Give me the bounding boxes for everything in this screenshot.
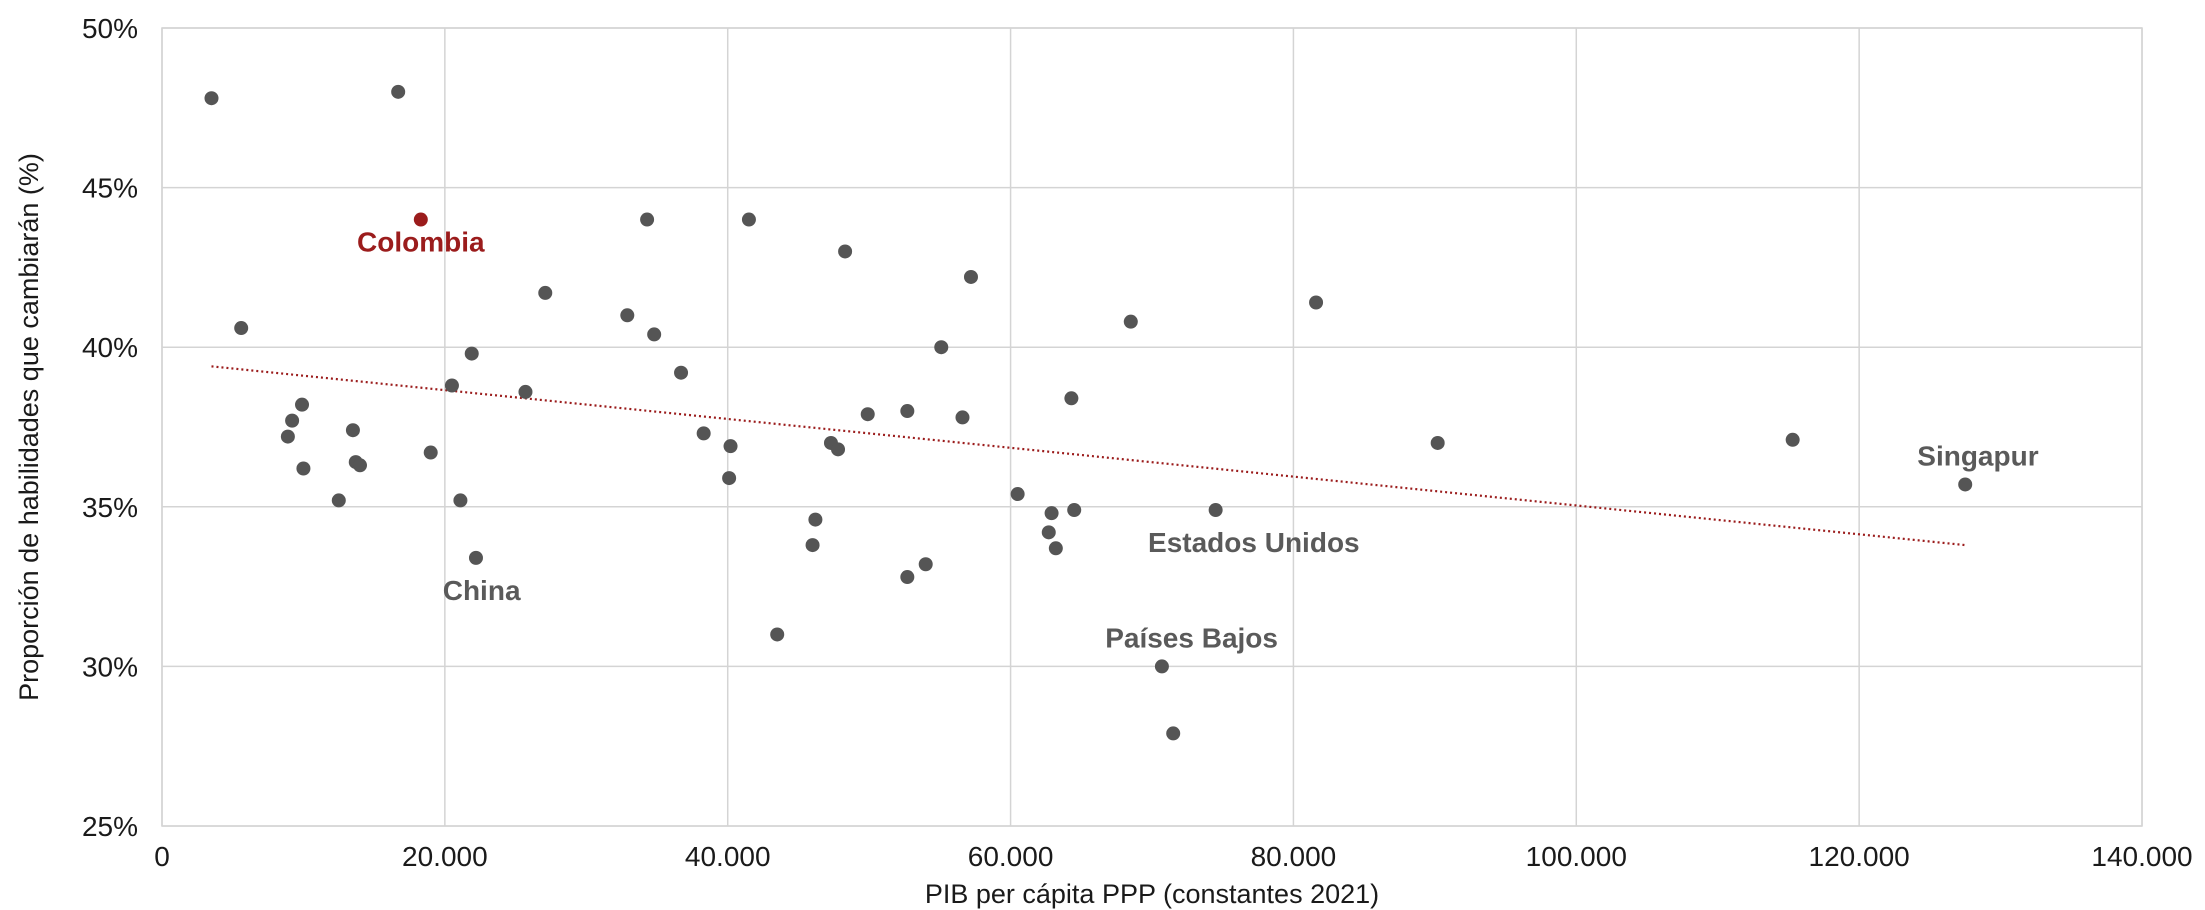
data-point [955,410,970,425]
x-tick-label: 100.000 [1526,841,1627,872]
data-point [453,493,468,508]
annotations: Colombia China Estados Unidos Países Bajos S… [357,226,2039,653]
y-axis-ticks: 25% 30% 35% 40% 45% 50% [82,13,138,842]
y-tick-label: 40% [82,332,138,363]
trendline-layer [211,365,1966,547]
data-point [838,244,853,259]
trendline [211,365,1966,547]
data-point [1785,432,1800,447]
data-point [1430,435,1445,450]
data-points [204,84,1973,741]
data-point [860,407,875,422]
annotation-label: Singapur [1917,441,2038,472]
data-point [345,423,360,438]
data-point [1010,487,1025,502]
plot-area-border [161,27,2143,827]
data-point [353,458,367,473]
data-point [423,445,438,460]
data-point [1048,541,1063,556]
data-point [722,471,737,486]
data-point [900,570,915,585]
data-point [741,212,756,227]
x-axis-title: PIB per cápita PPP (constantes 2021) [925,879,1379,909]
data-point [647,327,662,342]
x-tick-label: 80.000 [1251,841,1337,872]
annotation-colombia: Colombia [357,226,485,257]
data-point [280,429,295,444]
x-axis-ticks: 0 20.000 40.000 60.000 80.000 100.000 120.000 1… [154,841,2192,872]
data-point [808,512,823,527]
data-point [934,340,949,355]
data-point [1958,477,1973,492]
data-point [674,365,689,380]
data-point [1044,506,1059,521]
annotation-label: Estados Unidos [1148,527,1360,558]
x-tick-label: 0 [154,841,170,872]
data-point [1166,726,1181,741]
x-tick-label: 60.000 [968,841,1054,872]
data-point [518,384,533,399]
y-tick-label: 45% [82,173,138,204]
data-point [918,557,933,572]
y-tick-label: 30% [82,651,138,682]
data-point [1041,525,1056,540]
data-point [1067,502,1082,517]
data-point [900,404,915,419]
data-point [234,321,249,336]
data-point [391,84,406,99]
gridlines [161,27,2143,827]
data-point [538,285,553,300]
data-point [285,413,300,428]
data-point [468,550,483,565]
data-point [831,442,846,457]
annotation-label: Países Bajos [1105,623,1278,654]
x-tick-label: 20.000 [402,841,488,872]
data-point [640,212,655,227]
data-point [963,269,978,284]
data-point [770,627,785,642]
x-tick-label: 40.000 [685,841,771,872]
y-tick-label: 50% [82,13,138,44]
data-point [204,91,219,106]
data-point [805,538,820,553]
data-point [1123,314,1138,329]
data-point [444,378,459,393]
x-tick-label: 120.000 [1809,841,1910,872]
data-point [464,346,479,361]
data-point [1154,659,1169,674]
data-point [331,493,346,508]
data-point [696,426,711,441]
y-tick-label: 25% [82,811,138,842]
data-point [296,461,311,476]
annotation-label: China [443,575,521,606]
data-point [1208,502,1223,517]
data-point [1309,295,1324,310]
x-tick-label: 140.000 [2091,841,2192,872]
data-point [723,439,738,454]
data-point [1064,391,1079,406]
y-tick-label: 35% [82,492,138,523]
data-point [295,397,310,412]
data-point [620,308,635,323]
y-axis-title: Proporción de habilidades que cambiarán … [14,153,44,701]
data-point-colombia [413,212,428,227]
